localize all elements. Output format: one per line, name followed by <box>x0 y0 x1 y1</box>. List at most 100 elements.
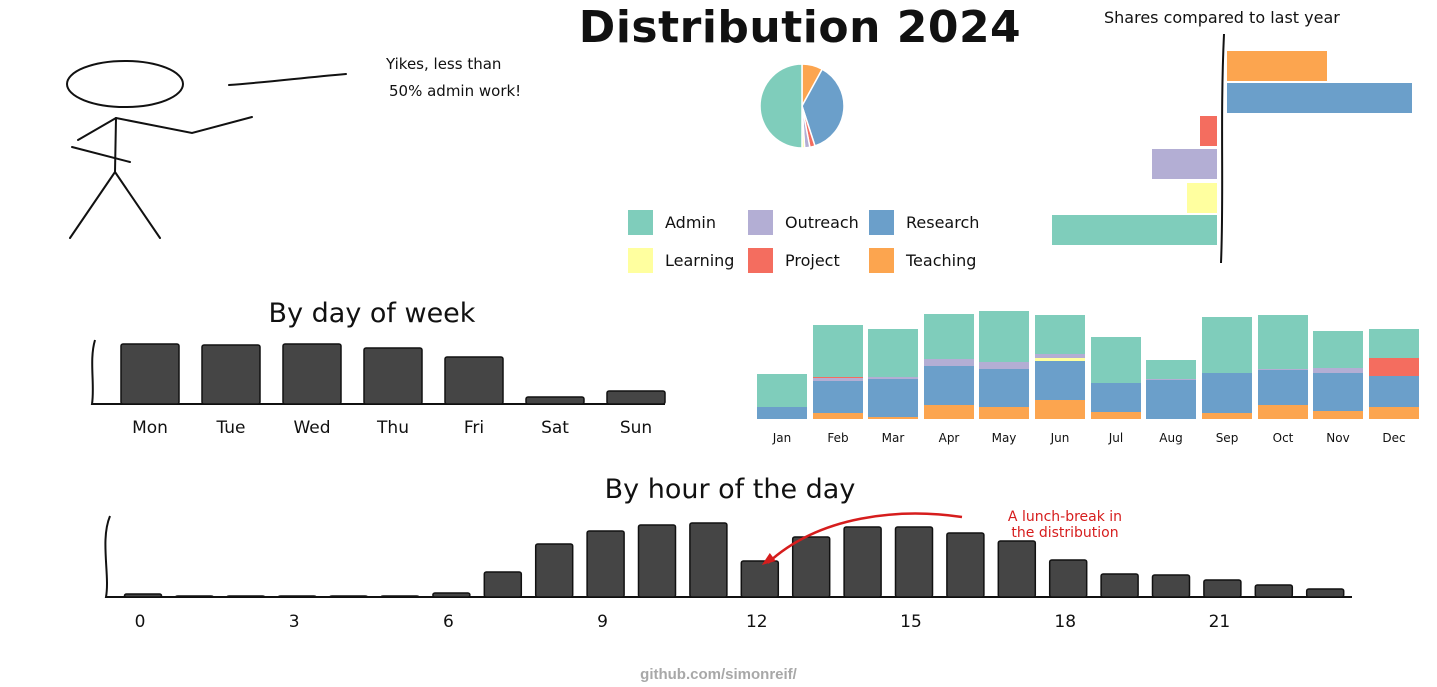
dow-tick-fri: Fri <box>464 418 484 438</box>
hour-bar-13 <box>791 536 831 598</box>
annotation-line-2: the distribution <box>1011 525 1119 541</box>
hour-bar-4 <box>329 595 368 598</box>
page-title: Distribution 2024 <box>578 2 1022 53</box>
legend-swatch-outreach <box>748 210 773 235</box>
annotation-arrow <box>766 512 963 564</box>
shares-bar-admin <box>1052 215 1217 245</box>
month-segment-apr-teaching <box>924 405 974 419</box>
month-segment-aug-research <box>1146 380 1196 419</box>
dow-axis <box>90 339 665 405</box>
speech-text: Yikes, less than 50% admin work! <box>386 51 521 105</box>
legend-label-research: Research <box>906 213 980 232</box>
month-segment-dec-teaching <box>1369 407 1419 419</box>
dow-bar-sun <box>606 390 666 405</box>
stick-figure-head <box>66 60 184 108</box>
month-segment-oct-teaching <box>1258 405 1308 419</box>
hour-bar-9 <box>586 530 625 598</box>
dow-tick-thu: Thu <box>376 418 409 438</box>
dow-bar-sat <box>525 396 585 405</box>
month-segment-may-research <box>979 369 1029 407</box>
hour-tick-21: 21 <box>1209 612 1231 632</box>
month-tick-sep: Sep <box>1216 431 1239 445</box>
hour-bar-12 <box>740 560 780 598</box>
lunch-break-annotation: A lunch-break in the distribution <box>990 509 1140 541</box>
speech-line-1: Yikes, less than <box>386 55 502 73</box>
legend-swatch-admin <box>628 210 653 235</box>
month-segment-jun-outreach <box>1035 354 1085 358</box>
month-tick-may: May <box>992 431 1017 445</box>
hour-bar-3 <box>277 595 317 598</box>
hour-bar-22 <box>1254 584 1294 598</box>
dow-tick-sun: Sun <box>620 418 652 438</box>
legend-item-project: Project <box>748 248 840 273</box>
shares-zero-axis <box>1220 33 1225 264</box>
hour-bar-8 <box>534 543 574 598</box>
month-segment-nov-teaching <box>1313 411 1363 419</box>
shares-bar-teaching <box>1227 51 1327 81</box>
month-segment-feb-project <box>813 377 863 378</box>
month-tick-mar: Mar <box>882 431 905 445</box>
hour-bar-23 <box>1305 588 1345 598</box>
legend-item-admin: Admin <box>628 210 716 235</box>
month-segment-jun-learning <box>1035 358 1085 361</box>
month-tick-nov: Nov <box>1326 431 1349 445</box>
hour-bar-11 <box>689 522 728 598</box>
month-tick-jul: Jul <box>1108 431 1123 445</box>
month-tick-oct: Oct <box>1273 431 1294 445</box>
month-tick-dec: Dec <box>1382 431 1405 445</box>
month-segment-jul-research <box>1091 383 1141 412</box>
hour-bar-14 <box>843 526 882 598</box>
hour-tick-6: 6 <box>443 612 454 632</box>
month-segment-sep-research <box>1202 373 1252 413</box>
pie-slice-admin <box>759 63 803 149</box>
hour-tick-18: 18 <box>1054 612 1076 632</box>
month-segment-aug-outreach <box>1146 379 1196 380</box>
speech-line <box>228 73 347 86</box>
month-tick-jun: Jun <box>1050 431 1070 445</box>
month-segment-sep-admin <box>1202 317 1252 373</box>
hour-tick-3: 3 <box>289 612 300 632</box>
stick-figure-left-arm <box>71 117 131 163</box>
month-segment-jun-admin <box>1035 315 1085 354</box>
legend-item-outreach: Outreach <box>748 210 859 235</box>
month-segment-jun-teaching <box>1035 400 1085 419</box>
legend-swatch-learning <box>628 248 653 273</box>
shares-bar-chart <box>1052 33 1412 264</box>
hour-bar-21 <box>1203 579 1242 598</box>
shares-chart-title: Shares compared to last year <box>1104 8 1340 27</box>
hour-of-day-title: By hour of the day <box>604 474 856 505</box>
month-segment-feb-admin <box>813 325 863 377</box>
legend-item-teaching: Teaching <box>869 248 976 273</box>
day-of-week-title: By day of week <box>268 298 476 329</box>
month-segment-jun-research <box>1035 361 1085 400</box>
legend-swatch-research <box>869 210 894 235</box>
month-segment-jul-teaching <box>1091 412 1141 419</box>
hour-bar-17 <box>997 540 1037 598</box>
dow-tick-tue: Tue <box>215 418 245 438</box>
credit-link[interactable]: github.com/simonreif/ <box>640 666 797 683</box>
legend-swatch-project <box>748 248 773 273</box>
hour-bar-10 <box>637 524 677 598</box>
month-segment-mar-research <box>868 379 918 417</box>
shares-bar-outreach <box>1152 149 1217 179</box>
hour-bar-1 <box>175 595 214 598</box>
month-segment-apr-admin <box>924 314 974 359</box>
month-segment-dec-project <box>1369 358 1419 376</box>
legend-item-research: Research <box>869 210 979 235</box>
dow-bar-thu <box>363 347 423 405</box>
shares-bar-research <box>1227 83 1412 113</box>
month-tick-aug: Aug <box>1159 431 1182 445</box>
month-segment-jan-research <box>757 407 807 419</box>
hour-bar-15 <box>894 526 934 598</box>
month-segment-may-outreach <box>979 362 1029 369</box>
month-segment-nov-outreach <box>1313 368 1363 373</box>
month-segment-mar-admin <box>868 329 918 377</box>
month-segment-jan-admin <box>757 374 807 407</box>
hour-bar-2 <box>226 595 266 598</box>
hour-of-day-chart: 0 3 6 9 12 15 18 21 <box>104 512 1352 632</box>
month-segment-jul-admin <box>1091 337 1141 383</box>
hour-tick-9: 9 <box>597 612 608 632</box>
month-segment-oct-outreach <box>1258 369 1308 370</box>
hour-tick-15: 15 <box>900 612 922 632</box>
